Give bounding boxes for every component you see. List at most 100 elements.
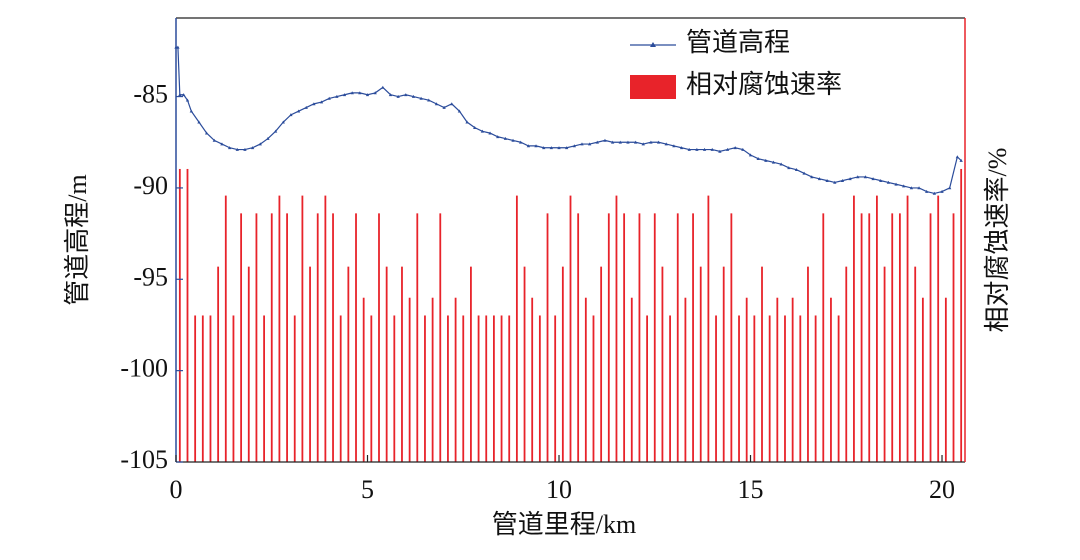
bar [768,315,771,462]
x-tick-label: 15 [738,475,764,504]
bar [293,315,296,462]
x-tick-label: 5 [361,475,374,504]
bar [424,315,426,462]
bar [630,297,633,462]
bar [401,266,403,462]
bar [738,315,740,462]
bar [914,266,917,462]
bar [569,195,572,462]
line [174,45,963,195]
bar [255,213,258,462]
bar [761,266,763,462]
bar [906,195,909,462]
bar [577,213,580,462]
bar [837,315,840,462]
bar [745,297,748,462]
bar [492,315,495,462]
plot-area [174,45,963,462]
bar [324,195,327,462]
bar [209,315,212,462]
bar [232,315,235,462]
x-tick-label: 0 [170,475,183,504]
bar [853,195,855,462]
bar [845,266,848,462]
y-tick-label: -95 [133,262,168,291]
bar [776,297,779,462]
y2-axis-label: 相对腐蚀速率/% [983,148,1012,333]
bar [929,213,932,462]
bar [485,315,488,462]
bar [799,315,802,462]
bar [600,266,603,462]
bar [439,213,442,462]
bar [470,266,472,462]
bar [715,315,717,462]
legend-label: 管道高程 [686,28,790,57]
bar [477,315,480,462]
bar [684,297,687,462]
bar [462,315,465,462]
bar [194,315,197,462]
bar [952,213,955,462]
bar [638,213,641,462]
bar [500,315,503,462]
bar [370,315,373,462]
bar [937,195,940,462]
bar [201,315,204,462]
bar [891,213,894,462]
bar [247,266,250,462]
bar [301,195,304,462]
bar [623,213,626,462]
bar [676,213,679,462]
bar [393,315,396,462]
bar [378,213,380,462]
bar [944,297,947,462]
bar [707,195,710,462]
bar [347,266,350,462]
bar [278,195,281,462]
bar [584,297,587,462]
bar [515,195,518,462]
bar [646,315,649,462]
bar [240,213,243,462]
bar [661,266,664,462]
bar [339,315,342,462]
bar [615,195,618,462]
x-axis-label: 管道里程/km [492,510,636,539]
bar [309,266,311,462]
bar [669,315,671,462]
bar [178,168,181,462]
bar [355,213,357,462]
bar [784,315,786,462]
bar [508,315,511,462]
bar [538,315,541,462]
bar [431,297,434,462]
bar [523,266,526,462]
bar [332,213,334,462]
bar [898,213,901,462]
bar [385,266,388,462]
bar [546,213,549,462]
bar [270,213,273,462]
bar [868,213,871,462]
bar [692,213,694,462]
bar [263,315,265,462]
bar [960,168,963,462]
bar [653,213,656,462]
bar [408,297,411,462]
y-axis-label: 管道高程/m [63,174,92,305]
bar [753,315,756,462]
bar [316,213,319,462]
bar [447,315,449,462]
bar [217,266,220,462]
bar [699,266,702,462]
x-tick-label: 20 [929,475,955,504]
x-tick-label: 10 [546,475,572,504]
bar [883,266,886,462]
bar [561,266,564,462]
bar [921,297,924,462]
bar [830,297,832,462]
bar [722,266,725,462]
